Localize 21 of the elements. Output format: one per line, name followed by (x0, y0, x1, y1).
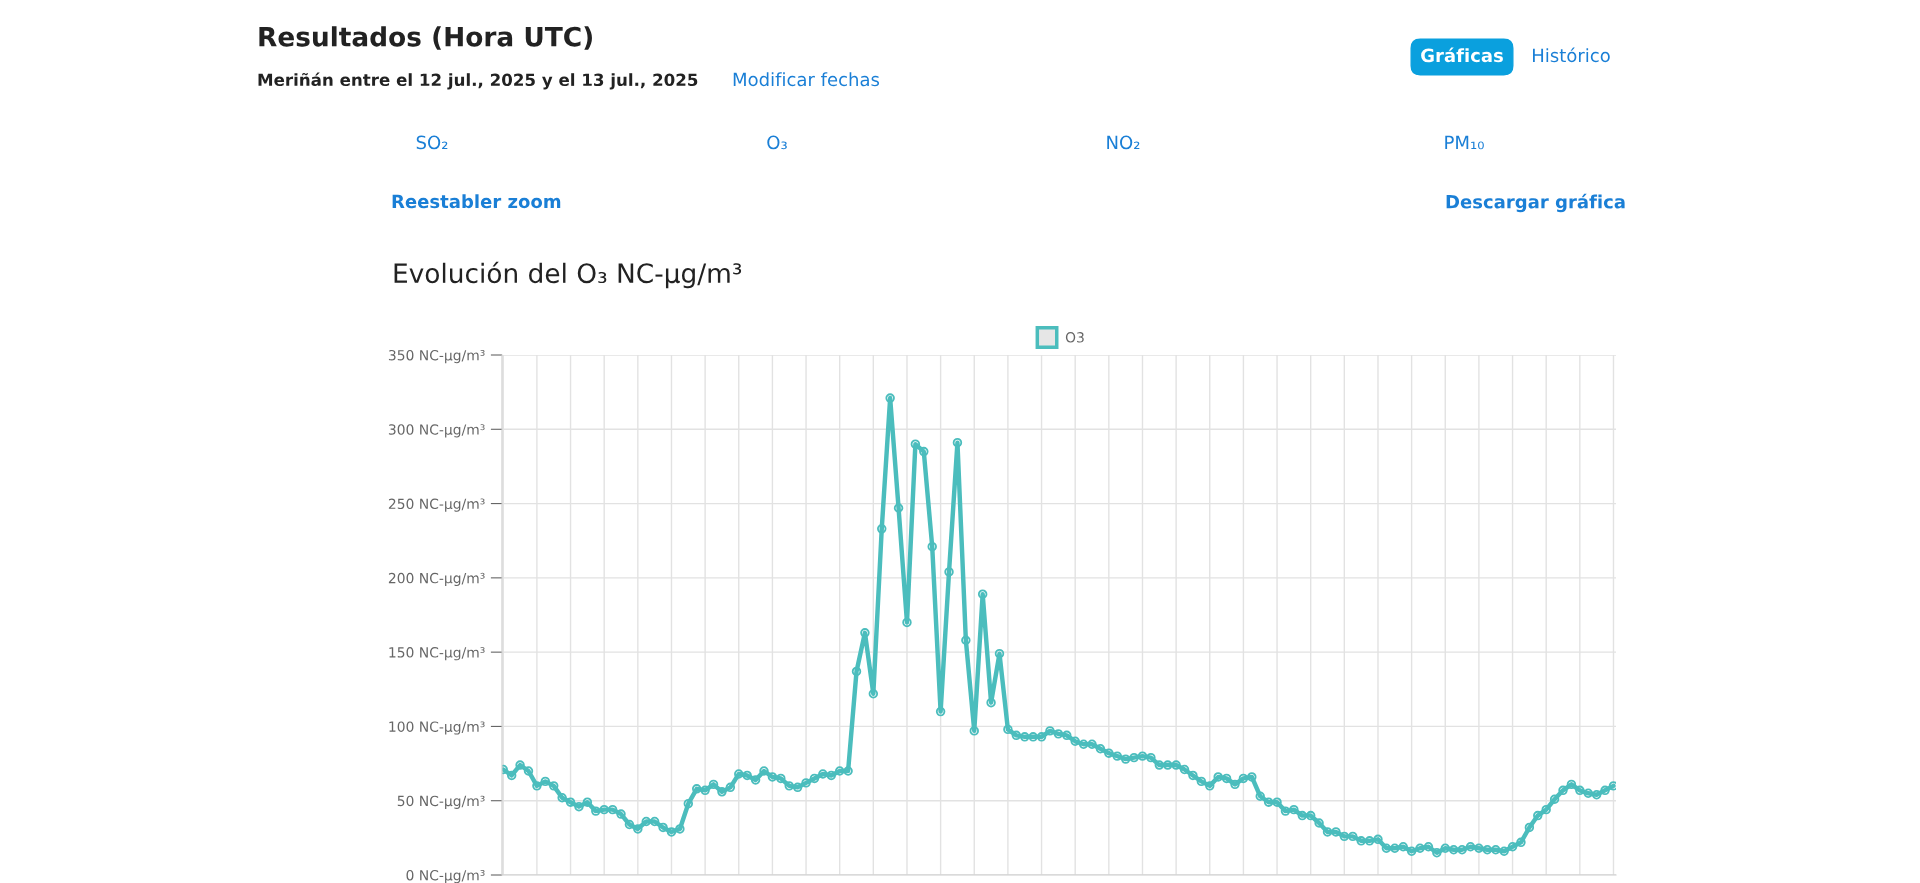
y-tick-label: 150 NC-µg/m³ (389, 647, 485, 661)
text: NO₂ (1107, 135, 1140, 150)
y-tick-label: 250 NC-µg/m³ (388, 498, 485, 512)
y-tick-label: 0 NC-µg/m³ (406, 869, 485, 883)
y-tick-label: 350 NC-µg/m³ (388, 349, 485, 364)
y-tick-label: 100 NC-µg/m³ (389, 721, 485, 735)
text: Modificar fechas (733, 72, 880, 87)
text: Meriñán entre el 12 jul., 2025 y el 13 jul., 2025 (258, 72, 698, 90)
text: Descargar gráfica (1446, 193, 1625, 213)
y-tick-label: 50 NC-µg/m³ (397, 795, 485, 809)
text: PM₁₀ (1445, 135, 1484, 150)
legend-label: O3 (1065, 332, 1084, 343)
text: SO₂ (416, 135, 448, 150)
text: Reestabler zoom (392, 194, 561, 209)
chart-title: Evolución del O₃ NC-µg/m³ (394, 261, 742, 289)
text: Histórico (1533, 47, 1610, 63)
text: Gráficas (1421, 47, 1503, 63)
y-tick-label: 300 NC-µg/m³ (388, 424, 485, 438)
text: Resultados (Hora UTC) (259, 26, 592, 50)
text: O₃ (767, 135, 787, 150)
y-tick-label: 200 NC-µg/m³ (388, 572, 485, 587)
